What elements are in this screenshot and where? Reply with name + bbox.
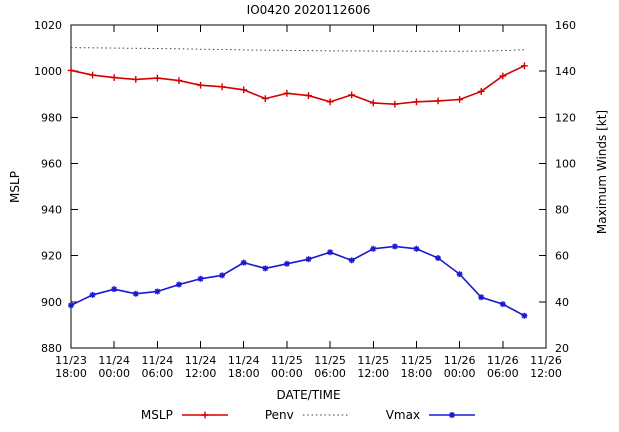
x-tick-date: 11/24 xyxy=(185,354,217,367)
plot-border xyxy=(70,24,547,349)
right-tick-label: 60 xyxy=(555,250,569,263)
left-axis-label: MSLP xyxy=(8,171,22,203)
x-tick-time: 00:00 xyxy=(98,367,130,380)
x-tick-time: 18:00 xyxy=(228,367,260,380)
x-tick-time: 12:00 xyxy=(185,367,217,380)
x-tick-date: 11/25 xyxy=(271,354,303,367)
x-axis-label: DATE/TIME xyxy=(276,388,341,402)
right-axis-label: Maximum Winds [kt] xyxy=(595,109,609,235)
x-tick-date: 11/25 xyxy=(357,354,389,367)
left-tick-label: 920 xyxy=(41,250,62,263)
left-tick-label: 980 xyxy=(41,111,62,124)
series-markers-vmax xyxy=(68,243,528,319)
x-tick-time: 06:00 xyxy=(142,367,174,380)
chart-title: IO0420 2020112606 xyxy=(246,3,371,17)
x-tick-time: 00:00 xyxy=(271,367,303,380)
legend-sample-vmax-line xyxy=(429,412,476,418)
left-tick-label: 900 xyxy=(41,296,62,309)
right-tick-label: 20 xyxy=(555,342,569,355)
legend: MSLP Penv Vmax xyxy=(0,408,619,422)
x-tick-date: 11/25 xyxy=(401,354,433,367)
series-line-penv xyxy=(70,47,525,52)
x-tick-time: 18:00 xyxy=(55,367,87,380)
x-tick-time: 12:00 xyxy=(357,367,389,380)
legend-item-vmax: Vmax xyxy=(386,408,478,422)
x-tick-date: 11/26 xyxy=(487,354,519,367)
right-tick-label: 120 xyxy=(555,111,576,124)
right-tick-label: 80 xyxy=(555,204,569,217)
legend-label-mslp: MSLP xyxy=(140,408,173,422)
left-tick-label: 940 xyxy=(41,204,62,217)
right-tick-label: 100 xyxy=(555,157,576,170)
x-tick-time: 06:00 xyxy=(314,367,346,380)
series-line-vmax xyxy=(70,245,525,317)
right-tick-label: 160 xyxy=(555,19,576,32)
x-tick-time: 06:00 xyxy=(487,367,519,380)
left-tick-label: 1020 xyxy=(34,19,62,32)
legend-sample-penv-line xyxy=(302,414,349,416)
legend-item-mslp: MSLP xyxy=(141,408,231,422)
legend-label-vmax: Vmax xyxy=(385,408,421,422)
series-line-mslp xyxy=(70,65,525,105)
left-tick-label: 880 xyxy=(41,342,62,355)
legend-label-penv: Penv xyxy=(264,408,294,422)
x-tick-date: 11/26 xyxy=(530,354,562,367)
right-tick-label: 140 xyxy=(555,65,576,78)
x-tick-date: 11/24 xyxy=(142,354,174,367)
x-tick-date: 11/26 xyxy=(444,354,476,367)
x-tick-date: 11/23 xyxy=(55,354,87,367)
legend-item-penv: Penv xyxy=(265,408,352,422)
x-tick-time: 00:00 xyxy=(444,367,476,380)
x-tick-date: 11/25 xyxy=(314,354,346,367)
x-tick-date: 11/24 xyxy=(228,354,260,367)
series-markers-mslp xyxy=(67,62,528,108)
left-tick-label: 960 xyxy=(41,157,62,170)
right-tick-label: 40 xyxy=(555,296,569,309)
legend-sample-mslp-line xyxy=(181,411,228,419)
x-tick-time: 18:00 xyxy=(401,367,433,380)
x-tick-date: 11/24 xyxy=(98,354,130,367)
x-tick-time: 12:00 xyxy=(530,367,562,380)
left-tick-label: 1000 xyxy=(34,65,62,78)
